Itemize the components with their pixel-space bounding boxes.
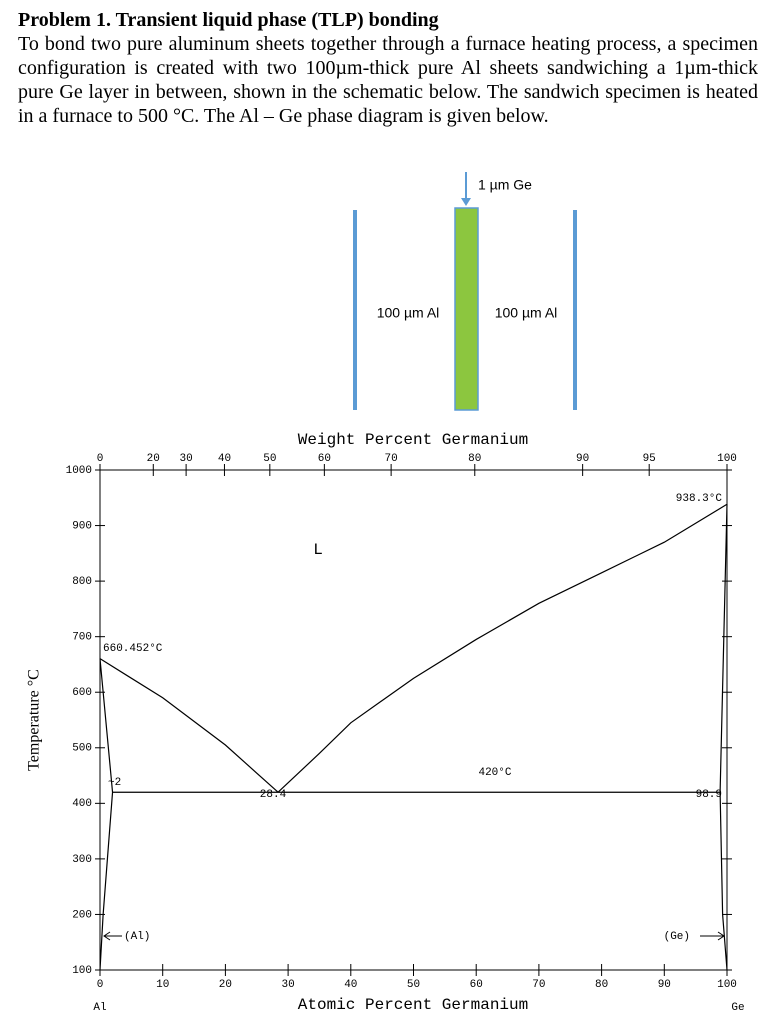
annotation: (Al) [124, 931, 150, 943]
problem-title: Problem 1. Transient liquid phase (TLP) … [18, 9, 439, 31]
x-axis-label: Atomic Percent Germanium [298, 996, 528, 1014]
annotation: L [313, 541, 323, 559]
y-tick-label: 600 [72, 687, 92, 699]
al-arrow [103, 931, 122, 941]
x-tick-label: 30 [281, 979, 294, 991]
ge-arrow-head [461, 198, 471, 206]
x2-tick-label: 20 [147, 453, 160, 465]
x-tick-label: 90 [658, 979, 671, 991]
ge-layer [454, 207, 479, 411]
x2-tick-label: 70 [385, 453, 398, 465]
y-tick-label: 100 [72, 965, 92, 977]
y-tick-label: 400 [72, 798, 92, 810]
left-al-label: 100 µm Al [377, 305, 440, 321]
y-tick-label: 900 [72, 520, 92, 532]
problem: Problem 1. Transient liquid phase (TLP) … [18, 8, 758, 128]
phase-boundary [99, 658, 279, 793]
x-tick-label: 50 [407, 979, 420, 991]
ge-label: 1 µm Ge [478, 177, 532, 193]
plot-frame [99, 469, 728, 971]
ge-arrow [700, 931, 725, 941]
x2-tick-label: 30 [180, 453, 193, 465]
problem-text: To bond two pure aluminum sheets togethe… [18, 33, 758, 127]
x2-tick-label: 100 [717, 453, 737, 465]
x-tick-label: 80 [595, 979, 608, 991]
y-tick-label: 200 [72, 909, 92, 921]
y-tick-label: 800 [72, 576, 92, 588]
y-tick-label: 1000 [66, 465, 92, 477]
x2-tick-label: 0 [97, 453, 104, 465]
x2-tick-label: 95 [643, 453, 656, 465]
annotation: (Ge) [664, 931, 690, 943]
annotation: Al [93, 1002, 106, 1014]
schematic: 1 µm Ge 100 µm Al 100 µm Al [353, 172, 577, 411]
x2-tick-label: 90 [576, 453, 589, 465]
y-tick-label: 700 [72, 632, 92, 644]
right-al-label: 100 µm Al [495, 305, 558, 321]
x2-tick-label: 60 [318, 453, 331, 465]
annotation: Ge [731, 1002, 744, 1014]
x-tick-label: 40 [344, 979, 357, 991]
annotation: 420°C [478, 767, 511, 779]
annotation: 28.4 [260, 789, 287, 801]
x2-tick-label: 40 [218, 453, 231, 465]
x-tick-label: 70 [532, 979, 545, 991]
annotation: 938.3°C [676, 493, 723, 505]
phase-boundary [719, 504, 728, 971]
x-tick-label: 60 [470, 979, 483, 991]
annotation: 98.9 [696, 789, 722, 801]
x-tick-label: 0 [97, 979, 104, 991]
x2-tick-label: 80 [468, 453, 481, 465]
phase-diagram: Weight Percent Germanium Atomic Percent … [26, 431, 745, 1014]
phase-boundary [99, 658, 114, 971]
x-tick-label: 10 [156, 979, 169, 991]
x2-tick-label: 50 [263, 453, 276, 465]
x-tick-label: 20 [219, 979, 232, 991]
phase-boundary [277, 503, 728, 793]
y-tick-label: 500 [72, 743, 92, 755]
annotation: 660.452°C [103, 643, 163, 655]
y-tick-label: 300 [72, 854, 92, 866]
x-tick-label: 100 [717, 979, 737, 991]
chart-title: Weight Percent Germanium [298, 431, 528, 449]
annotation: ~2 [108, 777, 121, 789]
y-axis-label: Temperature °C [26, 669, 43, 771]
